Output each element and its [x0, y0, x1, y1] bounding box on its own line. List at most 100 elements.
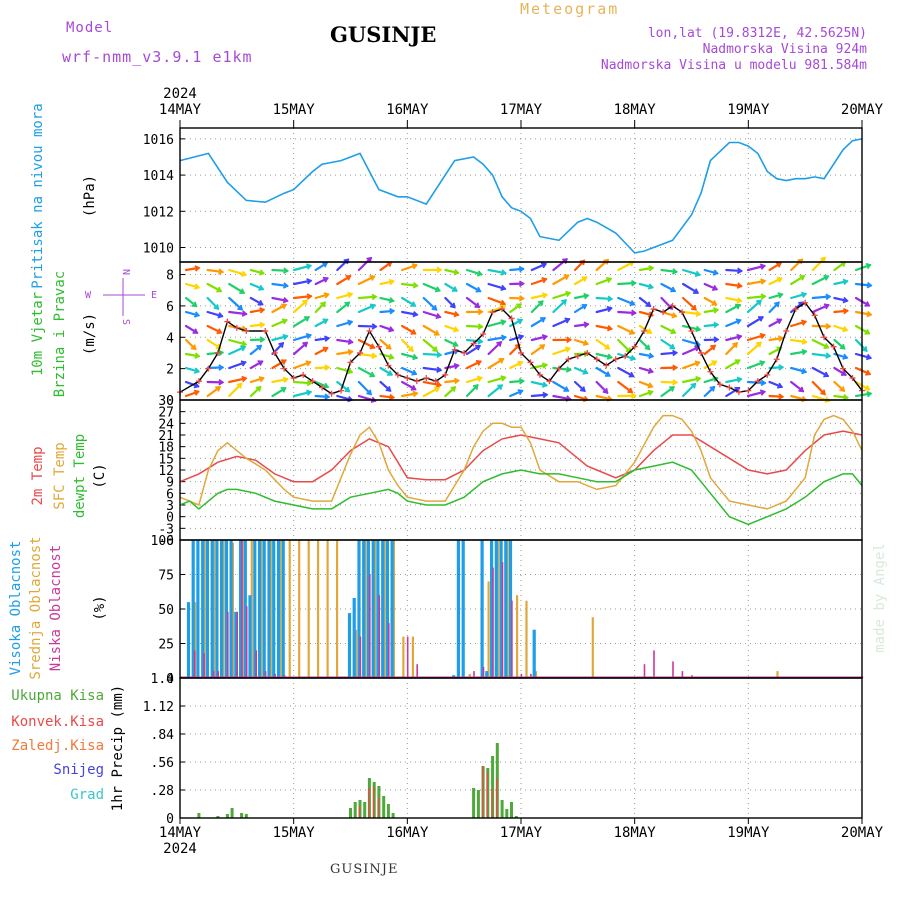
wind-arrow-head [607, 295, 614, 302]
bottom-date-tick-label: 20MAY [841, 825, 884, 841]
wind-arrow-head [630, 309, 637, 317]
wind-direction-arrow [336, 338, 354, 344]
wind-direction-arrow [271, 319, 288, 328]
wind-arrow-head [190, 344, 197, 351]
wind-direction-arrow [638, 390, 654, 398]
wind-direction-arrow [292, 334, 312, 342]
high-cloud-bar [215, 540, 219, 678]
wind-arrow-head [387, 370, 393, 376]
precip-tick-label: 1.12 [143, 700, 174, 715]
wind-arrow-head [823, 343, 830, 350]
wind-direction-arrow [573, 303, 588, 314]
wind-arrow-head [561, 299, 567, 305]
wind-arrow-head [759, 332, 766, 340]
wind-direction-arrow [292, 341, 308, 356]
wind-arrow-head [582, 339, 589, 347]
wind-arrow-head [542, 391, 549, 399]
high-cloud-bar [390, 540, 394, 678]
wind-arrow-head [606, 276, 613, 284]
wind-direction-arrow [768, 293, 784, 300]
wind-direction-arrow [617, 296, 636, 306]
wind-direction-arrow [681, 361, 701, 370]
wind-direction-arrow [228, 282, 245, 294]
wind-speed-marker [660, 309, 667, 316]
product-title: Meteogram [520, 0, 620, 18]
wind-direction-arrow [790, 366, 807, 373]
bottom-date-tick-label: 15MAY [273, 825, 316, 841]
wind-arrow-head [760, 278, 767, 285]
wind-speed-marker [802, 299, 809, 306]
wind-axis-title-2: Brzina i Pravac [52, 271, 68, 397]
wind-direction-arrow [530, 380, 548, 387]
wind-arrow-head [324, 335, 331, 342]
low-cloud-bar [511, 600, 513, 678]
wind-axis-title: 10m Vjetar [30, 292, 46, 376]
wind-arrow-head [241, 375, 248, 383]
wind-direction-arrow [292, 279, 312, 286]
wind-direction-arrow [509, 389, 524, 398]
wind-arrow-head [734, 386, 741, 393]
wind-direction-arrow [271, 303, 287, 314]
high-cloud-bar [229, 540, 233, 678]
wind-arrow-head [193, 389, 200, 396]
wind-speed-marker [669, 302, 676, 309]
mid-cloud-bar [260, 540, 263, 678]
wind-direction-arrow [509, 361, 523, 370]
high-cloud-bar [371, 540, 375, 678]
wind-arrow-head [389, 307, 396, 315]
wind-arrow-head [369, 371, 376, 378]
low-cloud-bar [416, 664, 418, 678]
wind-arrow-head [604, 343, 611, 350]
wind-direction-arrow [617, 310, 637, 315]
wind-direction-arrow [422, 380, 442, 387]
precip-tick-label: .56 [151, 756, 174, 771]
wind-direction-arrow [638, 380, 654, 388]
wind-speed-marker [489, 309, 496, 316]
mid-cloud-bar [373, 540, 377, 678]
mid-cloud-bar [354, 629, 358, 678]
wind-direction-arrow [292, 316, 310, 328]
wind-speed-marker [338, 387, 345, 394]
wind-direction-arrow [595, 277, 612, 286]
wind-speed-marker [622, 353, 629, 360]
mid-cloud-bar [392, 540, 395, 678]
convective-precip-bar [496, 778, 498, 818]
wind-direction-arrow [833, 280, 849, 286]
wind-direction-arrow [357, 275, 376, 286]
wind-arrow-head [713, 321, 720, 329]
wind-arrow-head [669, 343, 676, 350]
wind-arrow-head [565, 290, 572, 298]
wind-arrow-head [777, 292, 784, 299]
wind-arrow-head [695, 375, 702, 383]
wind-arrow-head [240, 270, 248, 278]
low-cloud-bar [255, 650, 257, 678]
wind-direction-arrow [617, 324, 635, 335]
year-label-bottom: 2024 [163, 841, 197, 857]
wind-arrow-head [215, 343, 222, 350]
wind-arrow-head [563, 386, 570, 392]
temperature-axis-unit: (C) [92, 463, 108, 488]
temperature-tick-label: 9 [166, 476, 174, 491]
convective-precip-bar [377, 798, 379, 818]
wind-direction-arrow [292, 361, 312, 370]
high-cloud-bar [186, 602, 191, 678]
wind-speed-marker [300, 371, 307, 378]
wind-speed-marker [593, 356, 600, 363]
wind-direction-arrow [725, 359, 741, 370]
wind-direction-arrow [790, 394, 807, 401]
wind-arrow-head [825, 322, 832, 330]
wind-arrow-head [306, 278, 313, 285]
watermark: made by Angel [872, 543, 888, 653]
wind-direction-arrow [292, 380, 313, 385]
wind-arrow-head [820, 256, 826, 263]
wind-arrow-head [302, 299, 308, 306]
wind-direction-arrow [314, 277, 329, 286]
wind-arrow-head [842, 353, 849, 360]
wind-direction-arrow [184, 366, 200, 373]
wind-direction-arrow [530, 278, 548, 286]
wind-direction-arrow [184, 296, 198, 308]
wind-arrow-head [711, 299, 718, 306]
wind-direction-arrow [357, 352, 377, 358]
high-cloud-bar [376, 540, 380, 678]
wind-direction-arrow [833, 338, 846, 350]
